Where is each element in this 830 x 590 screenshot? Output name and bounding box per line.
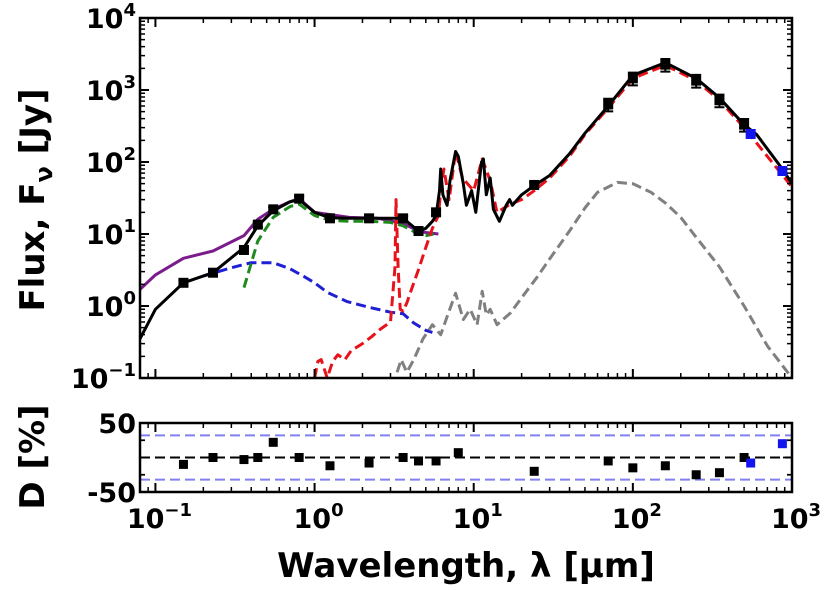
residual-point [294, 453, 304, 462]
tick-label: 104 [86, 0, 136, 35]
photometry-point [603, 99, 614, 110]
photometry-point [364, 213, 375, 224]
photometry-point [431, 207, 442, 218]
residual-point [691, 470, 701, 480]
series-red-component [313, 63, 792, 378]
tick-label: 10−1 [71, 360, 136, 395]
photometry-point [745, 128, 756, 139]
photometry-point [777, 165, 788, 176]
photometry-point [398, 213, 409, 224]
residual-point [253, 453, 263, 462]
residual-point [208, 453, 218, 462]
photometry-point [252, 219, 263, 230]
residual-plot-frame [138, 421, 794, 494]
sed-model-curves [140, 61, 792, 378]
photometry-point [714, 95, 725, 106]
residual-y-axis-label: D [%] [13, 404, 53, 509]
photometry-point [294, 193, 305, 204]
tick-label: 102 [612, 500, 662, 535]
residual-point [529, 466, 539, 476]
residual-point [414, 456, 424, 466]
residual-point [714, 468, 724, 478]
photometry-point [238, 244, 249, 255]
series-gray-component [395, 180, 792, 378]
tick-label: -50 [87, 478, 136, 509]
residual-point [746, 458, 756, 468]
x-axis-label: Wavelength, λ [μm] [277, 546, 655, 586]
residual-reference-lines [140, 434, 792, 481]
photometry-point [324, 213, 335, 224]
photometry-point [691, 75, 702, 86]
tick-label: 100 [294, 500, 344, 535]
residual-point [178, 459, 188, 469]
photometry-point [627, 73, 638, 84]
photometry-point [660, 59, 671, 70]
tick-label: 102 [86, 144, 136, 179]
residual-y-tick-labels: 50 -50 [87, 409, 136, 509]
sed-panel: 10−1 100 101 102 103 104 [71, 0, 794, 395]
residual-point [325, 461, 335, 471]
tick-label: 100 [86, 288, 136, 323]
residual-points [178, 437, 787, 480]
x-tick-labels: 10−1 100 101 102 103 [127, 500, 821, 535]
tick-label: 103 [771, 500, 821, 535]
photometry-point [178, 277, 189, 288]
sed-photometry-points [178, 57, 788, 288]
series-total-model [140, 61, 792, 340]
residual-point [364, 458, 374, 468]
residual-point [239, 455, 249, 465]
residual-panel: 50 -50 10−1 100 101 102 103 [87, 409, 821, 535]
sed-y-tick-labels: 10−1 100 101 102 103 104 [71, 0, 136, 395]
residual-point [628, 463, 638, 473]
residual-point [398, 453, 408, 462]
photometry-point [413, 226, 424, 237]
photometry-point [529, 179, 540, 190]
residual-point [603, 456, 613, 466]
residual-point [777, 439, 787, 449]
photometry-point [207, 267, 218, 278]
sed-plot-frame [138, 16, 794, 380]
tick-label: 101 [453, 500, 503, 535]
residual-point [453, 448, 463, 458]
residual-point [431, 456, 441, 466]
tick-label: 103 [86, 72, 136, 107]
tick-label: 101 [86, 216, 136, 251]
sed-y-axis-label: Flux, Fν [Jy] [13, 88, 58, 311]
residual-point [739, 453, 749, 462]
tick-label: 10−1 [127, 500, 192, 535]
photometry-point [739, 119, 750, 130]
photometry-point [268, 204, 279, 215]
residual-point [660, 461, 670, 471]
tick-label: 50 [98, 409, 136, 440]
residual-point [268, 437, 278, 447]
